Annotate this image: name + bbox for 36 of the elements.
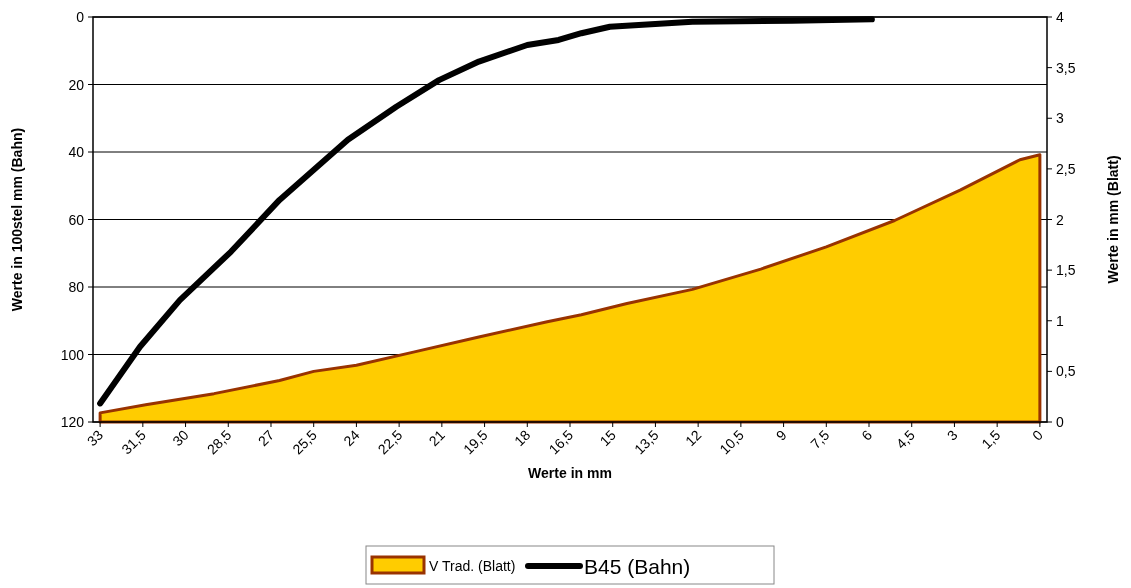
x-tick-label: 24 <box>340 426 363 450</box>
x-tick-label: 7,5 <box>807 426 833 452</box>
y2-tick-label: 4 <box>1056 9 1064 25</box>
x-tick-label: 3 <box>943 426 961 444</box>
x-tick-label: 0 <box>1029 426 1047 444</box>
x-tick-label: 21 <box>425 426 449 450</box>
x-tick-label: 9 <box>772 426 790 444</box>
y-tick-label: 120 <box>60 414 85 430</box>
y-tick-label: 80 <box>68 279 85 295</box>
y-tick-label: 60 <box>68 211 85 228</box>
x-axis-title: Werte in mm <box>528 465 612 481</box>
x-tick-label: 12 <box>681 426 705 450</box>
legend-label: V Trad. (Blatt) <box>429 558 516 574</box>
legend-label: B45 (Bahn) <box>584 555 691 578</box>
x-tick-label: 15 <box>596 426 619 450</box>
y2-tick-label: 1,5 <box>1056 262 1076 279</box>
y-axis-title: Werte in 100stel mm (Bahn) <box>9 127 25 312</box>
y2-tick-label: 0 <box>1056 414 1064 430</box>
y-tick-label: 20 <box>68 76 85 93</box>
x-tick-label: 1,5 <box>978 426 1004 452</box>
y2-tick-label: 3,5 <box>1056 59 1076 76</box>
x-tick-label: 6 <box>858 426 876 444</box>
y2-axis-title: Werte in mm (Blatt) <box>1105 155 1121 284</box>
x-tick-label: 27 <box>254 426 278 450</box>
x-tick-label: 18 <box>511 426 534 450</box>
y-tick-label: 0 <box>76 9 85 25</box>
y2-tick-label: 2,5 <box>1056 160 1076 177</box>
x-tick-label: 33 <box>83 426 107 450</box>
y-tick-label: 100 <box>60 346 85 363</box>
y-tick-label: 40 <box>68 144 85 160</box>
y2-tick-label: 2 <box>1056 211 1064 228</box>
y2-tick-label: 0,5 <box>1056 363 1076 380</box>
y2-tick-label: 1 <box>1056 312 1064 329</box>
x-tick-label: 4,5 <box>892 426 918 452</box>
x-tick-label: 30 <box>169 426 192 450</box>
y2-tick-label: 3 <box>1056 110 1064 127</box>
